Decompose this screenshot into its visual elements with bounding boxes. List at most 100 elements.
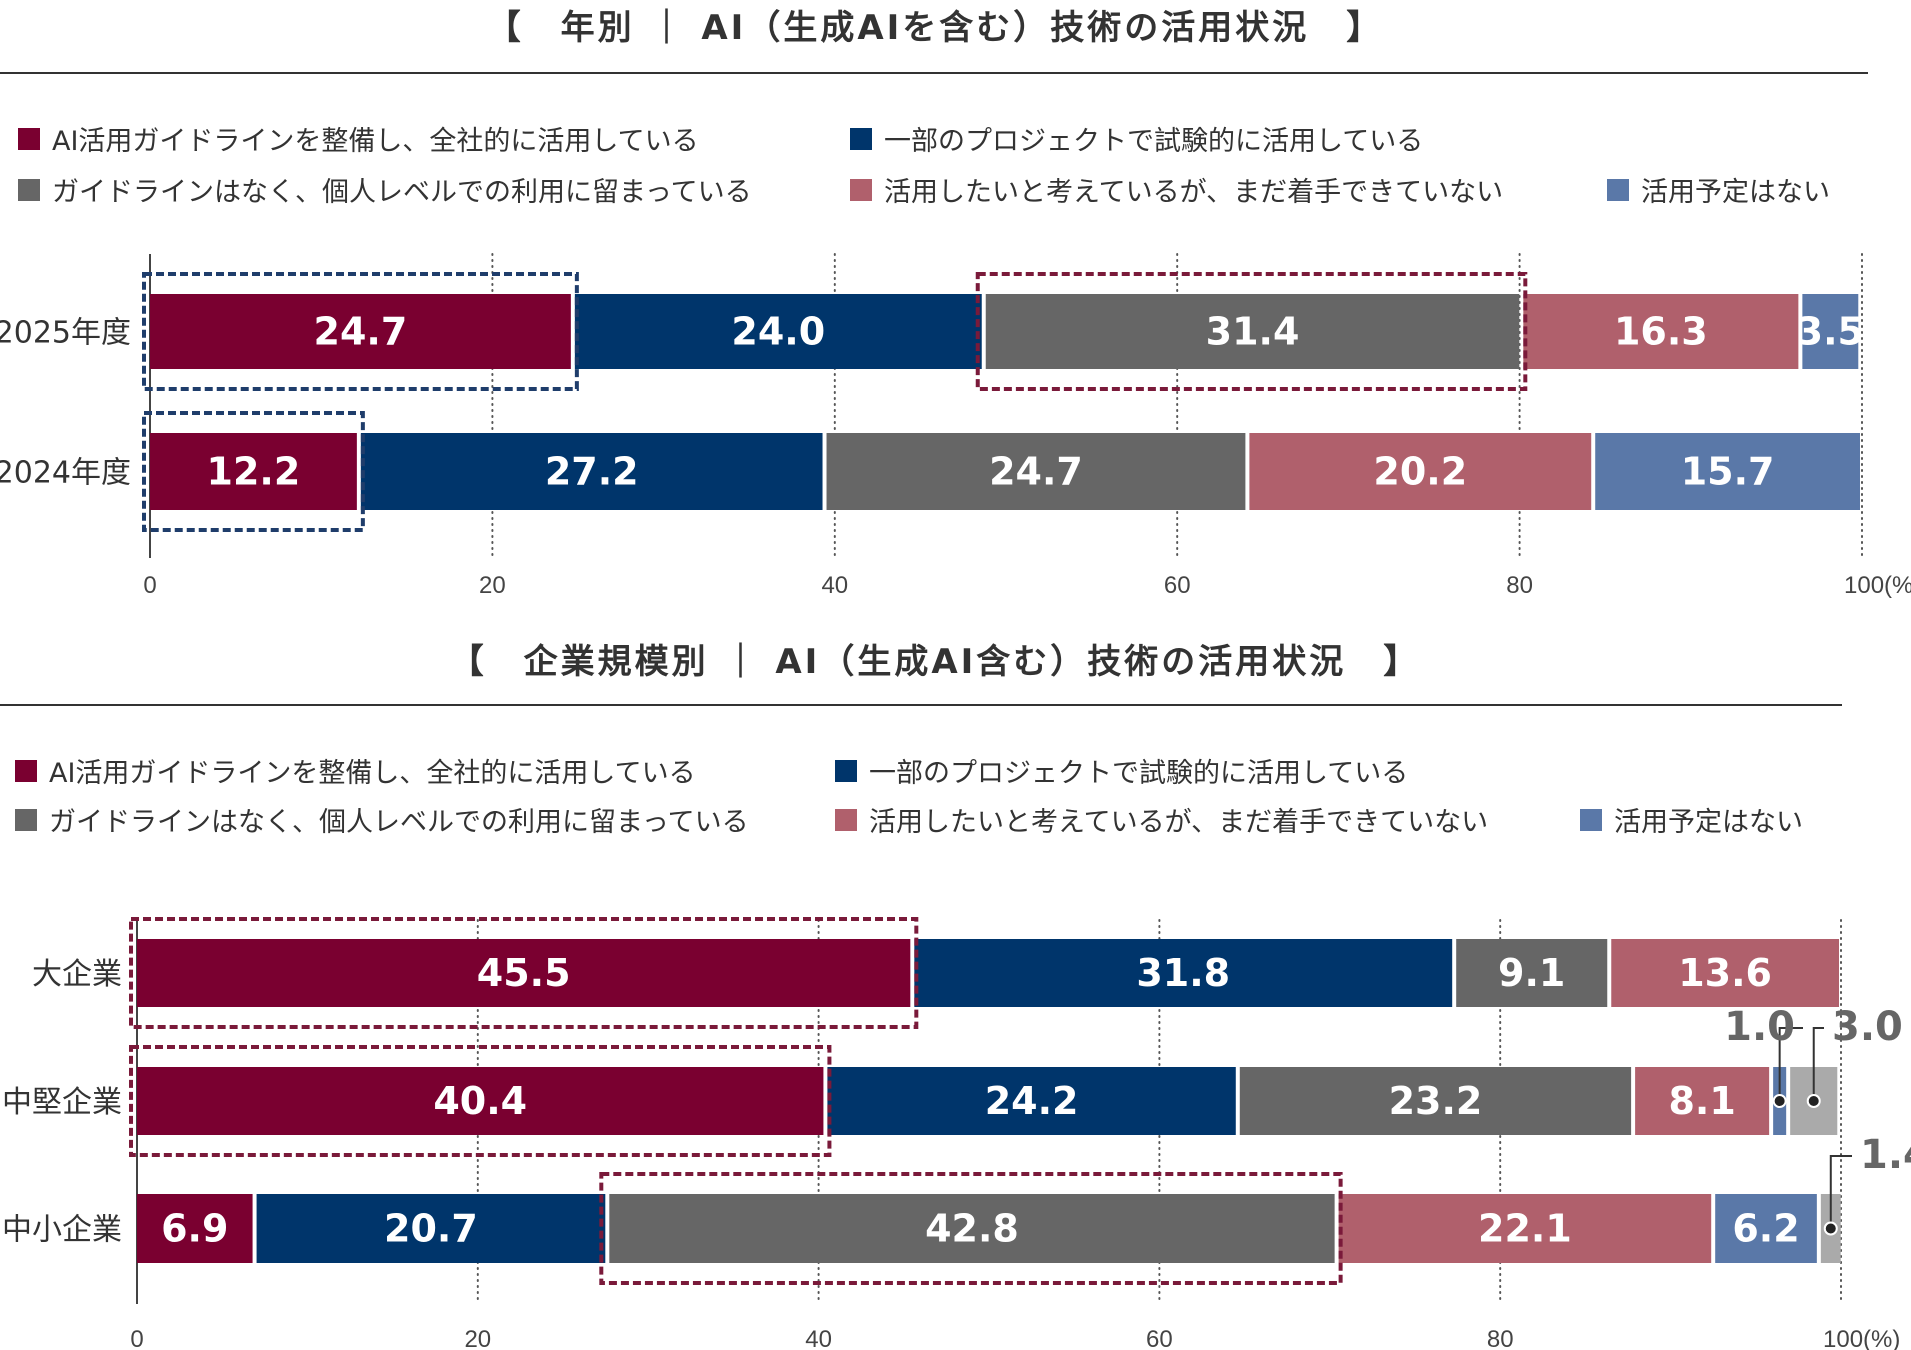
legend-swatch [18, 178, 40, 201]
bar-segment [137, 1067, 824, 1135]
x-tick-label: 100(%) [1844, 572, 1911, 599]
bar-segment [137, 1194, 253, 1263]
callout-dot [1823, 1221, 1838, 1236]
x-tick-label: 80 [1487, 1326, 1514, 1350]
data-label: 40.4 [433, 1079, 527, 1123]
x-tick-label: 40 [821, 572, 848, 599]
bar-segment [1338, 1194, 1712, 1263]
x-tick-label: 0 [143, 572, 156, 599]
legend-label: 一部のプロジェクトで試験的に活用している [869, 758, 1409, 789]
legend-label: ガイドラインはなく、個人レベルでの利用に留まっている [52, 177, 752, 208]
bar-segment [574, 294, 982, 369]
data-label: 24.7 [314, 310, 408, 354]
bar-segment [1635, 1067, 1770, 1135]
bar-segment [1715, 1194, 1817, 1263]
legend-swatch [835, 808, 857, 831]
legend-item: AI活用ガイドラインを整備し、全社的に活用している [18, 119, 699, 158]
chart2-title: 【 企業規模別 ｜ AI（生成AI含む）技術の活用状況 】 [449, 642, 1421, 682]
highlight-box [129, 917, 919, 1029]
legend-item: 活用したいと考えているが、まだ着手できていない [850, 170, 1503, 209]
data-label: 16.3 [1614, 310, 1708, 354]
data-label: 20.2 [1373, 450, 1467, 494]
legend-label: AI活用ガイドラインを整備し、全社的に活用している [49, 758, 696, 789]
chart1-title-rule [0, 72, 1868, 74]
bar-segment [150, 433, 357, 510]
category-label: 大企業 [32, 957, 122, 992]
bar-segment [137, 939, 911, 1007]
bar-segment [609, 1194, 1335, 1263]
data-label: 24.2 [985, 1079, 1079, 1123]
legend-swatch [15, 808, 37, 831]
callout-dot [1772, 1094, 1787, 1108]
bar-segment [827, 1067, 1236, 1135]
legend-swatch [850, 127, 872, 150]
category-label: 中小企業 [2, 1213, 122, 1248]
bar-segment [1239, 1067, 1632, 1135]
highlight-box [975, 272, 1528, 391]
callout-line [1829, 1155, 1852, 1229]
highlight-box [142, 411, 365, 532]
legend-item: AI活用ガイドラインを整備し、全社的に活用している [15, 751, 696, 790]
bar-segment [985, 294, 1520, 369]
bar-segment [150, 294, 571, 369]
legend-swatch [1580, 808, 1602, 831]
legend-label: 一部のプロジェクトで試験的に活用している [884, 126, 1424, 157]
callout-dot [1806, 1094, 1821, 1108]
legend-item: 活用予定はない [1580, 800, 1803, 839]
data-label: 22.1 [1478, 1207, 1572, 1251]
data-label: 31.8 [1136, 951, 1230, 995]
data-label: 13.6 [1678, 951, 1772, 995]
data-label: 1.0 [1724, 1004, 1795, 1050]
x-tick-label: 0 [130, 1326, 143, 1350]
legend-label: 活用したいと考えているが、まだ着手できていない [884, 177, 1504, 208]
data-label: 24.0 [731, 310, 825, 354]
data-label: 23.2 [1389, 1079, 1483, 1123]
legend-item: 一部のプロジェクトで試験的に活用している [850, 119, 1423, 158]
callout-line [1778, 1027, 1803, 1101]
bar-segment [256, 1194, 606, 1263]
highlight-box [129, 1045, 832, 1157]
bar-segment [360, 433, 823, 510]
legend-label: 活用予定はない [1641, 177, 1830, 208]
data-label: 15.7 [1681, 450, 1775, 494]
x-tick-label: 60 [1164, 572, 1191, 599]
legend-item: ガイドラインはなく、個人レベルでの利用に留まっている [15, 800, 749, 839]
data-label: 9.1 [1498, 951, 1565, 995]
category-label: 中堅企業 [2, 1085, 122, 1120]
data-label: 3.5 [1797, 310, 1864, 354]
bar-segment [914, 939, 1453, 1007]
data-label: 3.0 [1832, 1004, 1903, 1050]
legend-swatch [18, 127, 40, 150]
data-label: 24.7 [989, 450, 1083, 494]
data-label: 20.7 [384, 1207, 478, 1251]
chart2-title-rule [0, 704, 1842, 706]
x-tick-label: 60 [1146, 1326, 1173, 1350]
legend-label: ガイドラインはなく、個人レベルでの利用に留まっている [49, 807, 749, 838]
data-label: 31.4 [1206, 310, 1300, 354]
data-label: 6.2 [1732, 1207, 1799, 1251]
bar-segment [1595, 433, 1860, 510]
data-label: 12.2 [207, 450, 301, 494]
x-tick-label: 20 [479, 572, 506, 599]
x-tick-label: 20 [464, 1326, 491, 1350]
legend-item: 活用したいと考えているが、まだ着手できていない [835, 800, 1488, 839]
chart1-title: 【 年別 ｜ AI（生成AIを含む）技術の活用状況 】 [486, 8, 1384, 48]
callout-line [1812, 1027, 1824, 1101]
legend-item: 活用予定はない [1607, 170, 1830, 209]
bar-segment [1611, 939, 1839, 1007]
category-label: 2025年度 [0, 316, 131, 351]
bar-segment [1523, 294, 1799, 369]
data-label: 1.4 [1860, 1132, 1911, 1178]
data-label: 45.5 [477, 951, 571, 995]
bar-segment [826, 433, 1246, 510]
legend-swatch [850, 178, 872, 201]
bar-segment [1249, 433, 1592, 510]
data-label: 42.8 [925, 1207, 1019, 1251]
highlight-box [599, 1172, 1343, 1285]
legend-label: 活用予定はない [1614, 807, 1803, 838]
data-label: 6.9 [161, 1207, 228, 1251]
bar-segment [1802, 294, 1859, 369]
highlight-box [142, 272, 579, 391]
x-tick-label: 80 [1506, 572, 1533, 599]
